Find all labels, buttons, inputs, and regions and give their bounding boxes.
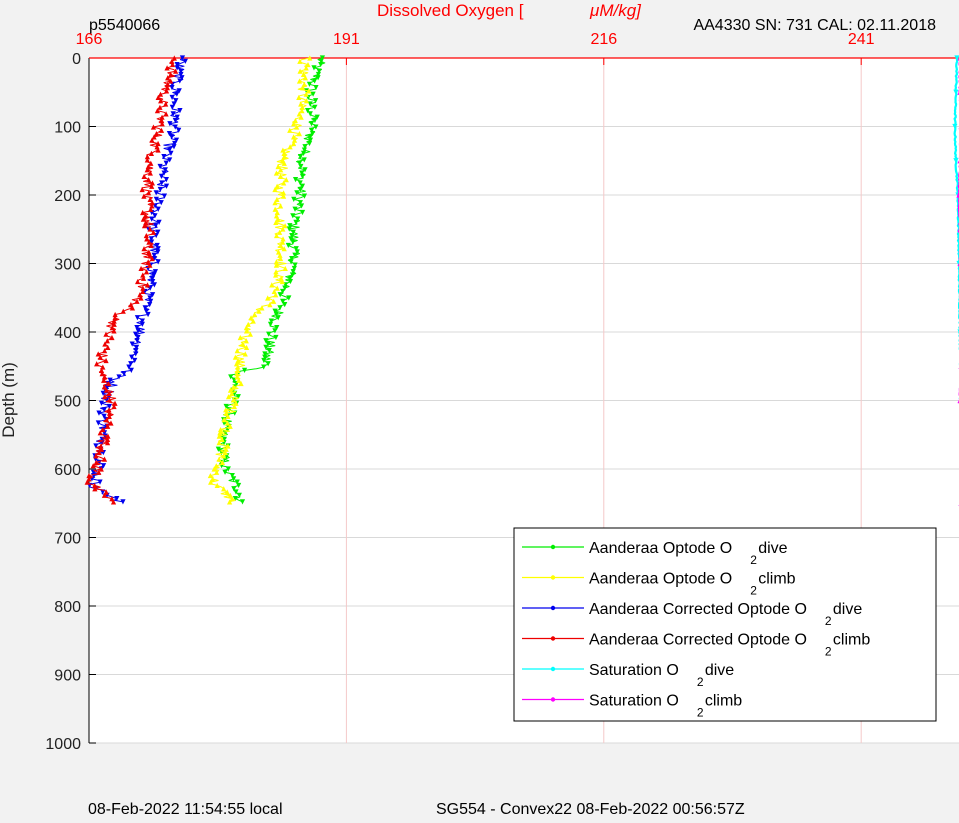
chart-title: Dissolved Oxygen [ xyxy=(377,1,524,20)
legend-label: Saturation O xyxy=(589,662,679,679)
legend-subscript: 2 xyxy=(697,675,704,689)
legend-subscript: 2 xyxy=(825,614,832,628)
y-tick-label: 700 xyxy=(54,531,81,548)
legend-marker xyxy=(551,667,555,671)
legend-marker xyxy=(551,545,555,549)
x-tick-label: 191 xyxy=(333,31,360,48)
legend-subscript: 2 xyxy=(825,645,832,659)
legend-label: Saturation O xyxy=(589,693,679,710)
y-tick-label: 300 xyxy=(54,257,81,274)
y-axis-label: Depth (m) xyxy=(0,362,18,438)
legend-label: Aanderaa Optode O xyxy=(589,540,732,557)
y-tick-label: 500 xyxy=(54,394,81,411)
legend-suffix: climb xyxy=(758,571,795,588)
y-tick-label: 800 xyxy=(54,599,81,616)
y-tick-label: 200 xyxy=(54,188,81,205)
sensor-info-label: AA4330 SN: 731 CAL: 02.11.2018 xyxy=(693,17,936,34)
chart-title-unit: μM/kg] xyxy=(589,1,642,20)
mission-timestamp: SG554 - Convex22 08-Feb-2022 00:56:57Z xyxy=(436,801,745,818)
legend-marker xyxy=(551,575,555,579)
legend-label: Aanderaa Optode O xyxy=(589,571,732,588)
local-timestamp: 08-Feb-2022 11:54:55 local xyxy=(88,801,283,818)
legend-label: Aanderaa Corrected Optode O xyxy=(589,632,807,649)
legend-subscript: 2 xyxy=(750,553,757,567)
y-tick-label: 100 xyxy=(54,120,81,137)
y-tick-label: 600 xyxy=(54,462,81,479)
legend-subscript: 2 xyxy=(750,584,757,598)
y-tick-label: 400 xyxy=(54,325,81,342)
legend-suffix: dive xyxy=(833,601,862,618)
legend-marker xyxy=(551,636,555,640)
legend-suffix: climb xyxy=(833,632,870,649)
legend: Aanderaa Optode O 2 dive Aanderaa Optode O… xyxy=(514,528,936,721)
y-tick-label: 1000 xyxy=(45,736,81,753)
y-tick-label: 0 xyxy=(72,51,81,68)
legend-subscript: 2 xyxy=(697,706,704,720)
legend-marker xyxy=(551,606,555,610)
y-tick-label: 900 xyxy=(54,668,81,685)
legend-suffix: dive xyxy=(758,540,787,557)
legend-label: Aanderaa Corrected Optode O xyxy=(589,601,807,618)
legend-suffix: dive xyxy=(705,662,734,679)
legend-suffix: climb xyxy=(705,693,742,710)
x-tick-label: 216 xyxy=(590,31,617,48)
profile-id-label: p5540066 xyxy=(89,17,160,34)
legend-marker xyxy=(551,697,555,701)
